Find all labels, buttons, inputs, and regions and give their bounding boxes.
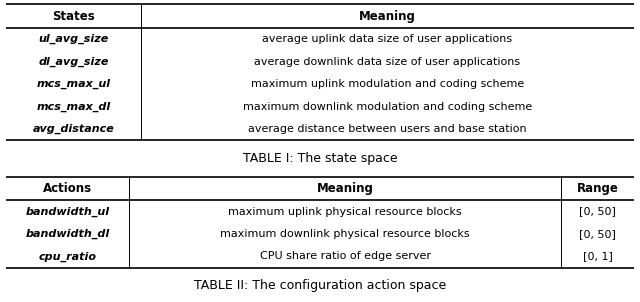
Text: Actions: Actions [43, 182, 92, 195]
Text: dl_avg_size: dl_avg_size [38, 56, 109, 67]
Text: Meaning: Meaning [359, 10, 416, 23]
Text: average distance between users and base station: average distance between users and base … [248, 124, 527, 134]
Text: average downlink data size of user applications: average downlink data size of user appli… [254, 56, 520, 66]
Text: TABLE I: The state space: TABLE I: The state space [243, 152, 397, 165]
Text: maximum uplink modulation and coding scheme: maximum uplink modulation and coding sch… [251, 79, 524, 89]
Text: ul_avg_size: ul_avg_size [38, 34, 109, 44]
Text: bandwidth_ul: bandwidth_ul [26, 206, 109, 217]
Text: TABLE II: The configuration action space: TABLE II: The configuration action space [194, 279, 446, 292]
Text: [0, 1]: [0, 1] [582, 252, 612, 262]
Text: mcs_max_ul: mcs_max_ul [36, 79, 111, 89]
Text: cpu_ratio: cpu_ratio [38, 251, 97, 262]
Text: [0, 50]: [0, 50] [579, 229, 616, 239]
Text: Meaning: Meaning [317, 182, 374, 195]
Text: maximum downlink physical resource blocks: maximum downlink physical resource block… [220, 229, 470, 239]
Text: avg_distance: avg_distance [33, 124, 115, 134]
Text: mcs_max_dl: mcs_max_dl [36, 101, 111, 112]
Text: CPU share ratio of edge server: CPU share ratio of edge server [260, 252, 431, 262]
Text: maximum uplink physical resource blocks: maximum uplink physical resource blocks [228, 207, 462, 217]
Text: average uplink data size of user applications: average uplink data size of user applica… [262, 34, 513, 44]
Text: bandwidth_dl: bandwidth_dl [26, 229, 109, 239]
Text: Range: Range [577, 182, 618, 195]
Text: [0, 50]: [0, 50] [579, 207, 616, 217]
Text: States: States [52, 10, 95, 23]
Text: maximum downlink modulation and coding scheme: maximum downlink modulation and coding s… [243, 101, 532, 111]
